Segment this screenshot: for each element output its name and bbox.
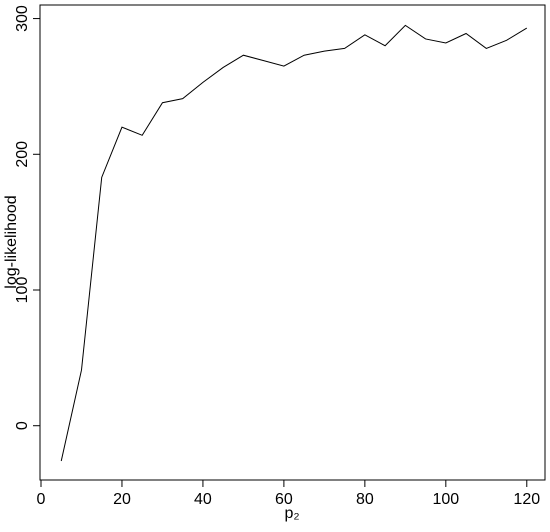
x-tick-label: 40 [194,491,212,508]
y-tick-label: 100 [14,277,31,304]
y-tick-label: 300 [14,5,31,32]
plot-box [39,4,546,481]
x-tick-label: 120 [513,491,540,508]
x-tick-label: 0 [37,491,46,508]
y-axis-label: log-likelihood [3,195,20,288]
x-tick-label: 60 [275,491,293,508]
x-tick-label: 100 [432,491,459,508]
y-tick-label: 0 [14,421,31,430]
x-axis-label: p₂ [284,505,299,522]
data-line [60,24,528,462]
x-tick-label: 80 [356,491,374,508]
y-tick-label: 200 [14,141,31,168]
x-tick-label: 20 [113,491,131,508]
